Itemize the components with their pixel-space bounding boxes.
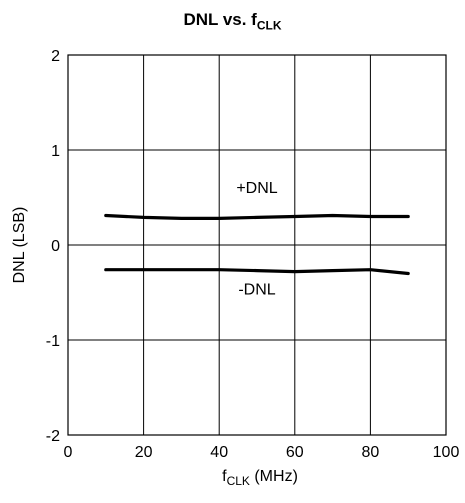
x-tick-label: 100: [433, 444, 460, 461]
series-annotation-plus-dnl: +DNL: [236, 180, 277, 197]
y-tick-label: 0: [51, 238, 60, 255]
y-tick-label: -1: [46, 333, 60, 350]
x-axis-label: fCLK (MHz): [222, 468, 298, 489]
x-tick-label: 0: [64, 444, 73, 461]
chart-title: DNL vs. fCLK: [183, 10, 282, 33]
x-tick-label: 60: [286, 444, 304, 461]
y-tick-label: 2: [51, 48, 60, 65]
y-tick-label: 1: [51, 143, 60, 160]
plot-frame: [67, 54, 447, 436]
y-tick-label: -2: [46, 428, 60, 445]
series-line-minus-dnl: [104, 268, 410, 276]
x-tick-label: 40: [210, 444, 228, 461]
x-tick-label: 80: [362, 444, 380, 461]
x-tick-label: 20: [135, 444, 153, 461]
series-line-plus-dnl: [104, 213, 410, 220]
series-annotation-minus-dnl: -DNL: [238, 281, 275, 298]
